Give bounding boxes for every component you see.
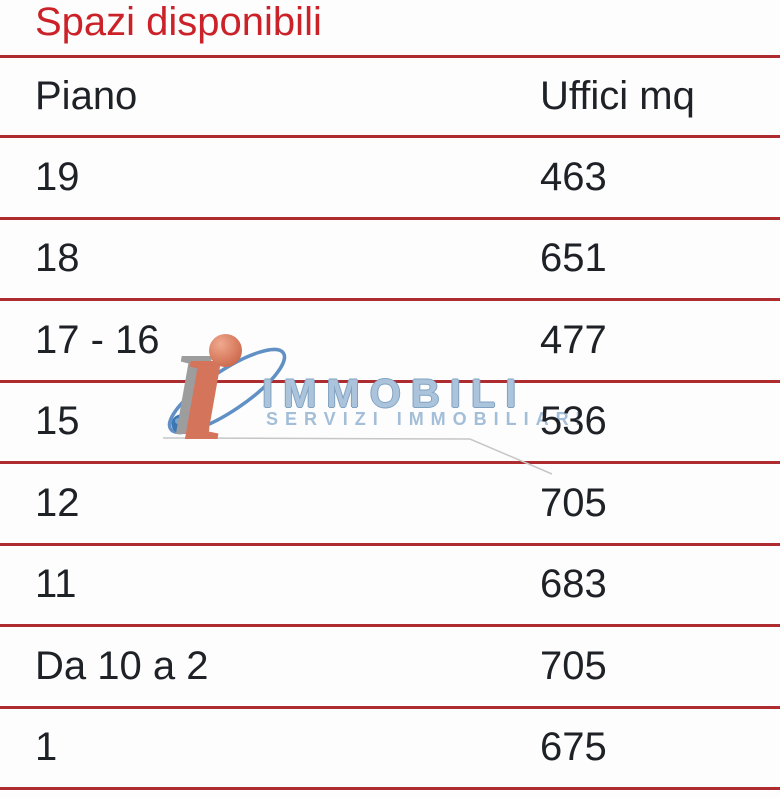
page-title: Spazi disponibili xyxy=(35,0,322,44)
table-row: 18 651 xyxy=(0,220,780,301)
table-row: 19 463 xyxy=(0,138,780,220)
cell-mq: 477 xyxy=(540,317,607,362)
cell-mq: 683 xyxy=(540,562,607,607)
cell-floor: 15 xyxy=(35,399,80,444)
cell-mq: 705 xyxy=(540,643,607,688)
table-row: 17 - 16 477 xyxy=(0,301,780,383)
table-row: Da 10 a 2 705 xyxy=(0,627,780,709)
column-header-offices: Uffici mq xyxy=(540,74,695,118)
table-row: 15 536 xyxy=(0,383,780,464)
cell-floor: 12 xyxy=(35,480,80,525)
cell-mq: 651 xyxy=(540,236,607,281)
cell-floor: 19 xyxy=(35,154,80,199)
cell-floor: Da 10 a 2 xyxy=(35,643,209,688)
cell-mq: 705 xyxy=(540,480,607,525)
table-row: 12 705 xyxy=(0,464,780,546)
cell-floor: 11 xyxy=(35,562,77,607)
title-block: Spazi disponibili xyxy=(0,0,780,58)
cell-floor: 18 xyxy=(35,236,80,281)
table-header-row: Piano Uffici mq xyxy=(0,58,780,138)
cell-mq: 536 xyxy=(540,399,607,444)
table-row: 11 683 xyxy=(0,546,780,627)
cell-floor: 1 xyxy=(35,725,58,770)
table-row: 1 675 xyxy=(0,709,780,790)
cell-mq: 675 xyxy=(540,725,607,770)
cell-floor: 17 - 16 xyxy=(35,317,160,362)
cell-mq: 463 xyxy=(540,154,607,199)
column-header-floor: Piano xyxy=(35,74,138,118)
